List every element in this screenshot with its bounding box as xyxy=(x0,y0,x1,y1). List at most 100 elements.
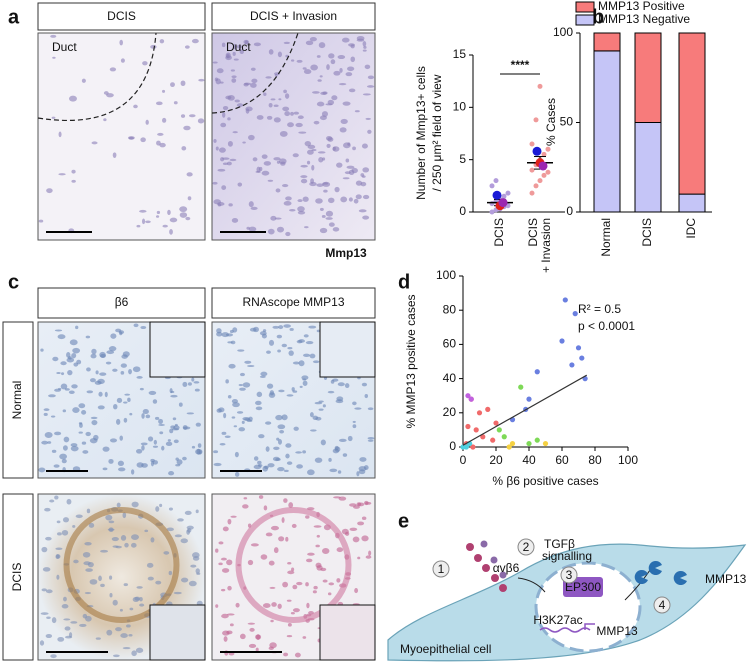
nucleus xyxy=(250,206,258,211)
nucleus xyxy=(68,632,73,638)
nucleus xyxy=(86,367,91,372)
nucleus xyxy=(141,218,146,225)
nucleus xyxy=(321,547,330,554)
nucleus xyxy=(174,534,182,538)
nucleus xyxy=(225,379,229,384)
x-tick-label: 40 xyxy=(522,453,536,467)
nucleus xyxy=(244,360,252,364)
nucleus xyxy=(367,75,375,80)
nucleus xyxy=(142,61,148,66)
nucleus xyxy=(221,431,227,435)
nucleus xyxy=(69,95,77,102)
nucleus xyxy=(282,184,289,188)
nucleus xyxy=(193,381,200,384)
nucleus xyxy=(131,534,139,540)
nucleus xyxy=(122,647,131,650)
nucleus xyxy=(272,325,280,329)
nucleus xyxy=(64,388,70,391)
nucleus xyxy=(337,382,345,387)
nucleus xyxy=(225,52,231,59)
data-point xyxy=(470,444,476,450)
nucleus xyxy=(216,408,222,413)
nucleus xyxy=(273,117,281,123)
panel-label: d xyxy=(398,271,410,293)
nucleus xyxy=(331,95,338,101)
stain-label: Mmp13 xyxy=(325,246,367,260)
nucleus xyxy=(353,505,360,509)
nucleus xyxy=(318,42,326,49)
nucleus xyxy=(62,409,67,413)
nucleus xyxy=(362,194,370,200)
nucleus xyxy=(246,419,253,423)
nucleus xyxy=(112,599,118,606)
nucleus xyxy=(318,408,324,411)
nucleus xyxy=(292,608,300,613)
nucleus xyxy=(304,140,312,147)
nucleus xyxy=(342,101,351,106)
nucleus xyxy=(277,424,286,430)
nucleus xyxy=(133,104,138,109)
nucleus xyxy=(270,525,279,531)
data-point xyxy=(575,345,582,351)
nucleus xyxy=(45,589,53,594)
nucleus xyxy=(170,425,176,429)
nucleus xyxy=(364,501,372,505)
nucleus xyxy=(232,402,240,408)
nucleus xyxy=(367,439,374,442)
data-point xyxy=(537,83,543,89)
nucleus xyxy=(112,152,117,159)
nucleus xyxy=(363,465,369,471)
nucleus xyxy=(263,92,267,97)
nucleus xyxy=(141,413,145,419)
nucleus xyxy=(232,327,238,333)
nucleus xyxy=(73,362,79,367)
nucleus xyxy=(313,120,320,125)
nucleus xyxy=(315,544,320,548)
nucleus xyxy=(170,394,178,398)
nucleus xyxy=(281,343,288,348)
nucleus xyxy=(109,67,117,72)
nucleus xyxy=(319,207,324,211)
nucleus xyxy=(239,633,246,640)
nucleus xyxy=(281,414,288,421)
nucleus xyxy=(167,209,171,216)
data-point xyxy=(541,151,547,157)
nucleus xyxy=(358,469,366,475)
nucleus xyxy=(90,416,98,420)
dna xyxy=(539,627,591,633)
nucleus xyxy=(290,59,295,62)
nucleus xyxy=(349,527,358,531)
nucleus xyxy=(357,556,361,560)
nucleus xyxy=(286,394,294,397)
nucleus xyxy=(136,376,143,379)
nucleus xyxy=(128,633,133,637)
nucleus xyxy=(307,149,314,155)
nucleus xyxy=(340,118,348,124)
replicate-mean xyxy=(532,146,542,156)
nucleus xyxy=(191,38,199,44)
nucleus xyxy=(173,591,182,595)
nucleus xyxy=(325,210,334,217)
y-axis-label: % MMP13 positive cases xyxy=(404,294,418,428)
nucleus xyxy=(221,185,227,190)
nucleus xyxy=(198,450,202,455)
data-point xyxy=(534,437,540,443)
data-point xyxy=(545,169,551,175)
nucleus xyxy=(162,117,167,123)
nucleus xyxy=(322,182,329,185)
nucleus xyxy=(287,561,292,565)
data-point xyxy=(465,423,471,430)
nucleus xyxy=(345,72,353,77)
nucleus xyxy=(302,378,307,381)
nucleus xyxy=(341,528,349,535)
nucleus xyxy=(82,551,91,558)
data-point xyxy=(468,396,474,402)
nucleus xyxy=(219,442,226,446)
nucleus xyxy=(104,391,108,398)
nucleus xyxy=(68,390,75,395)
data-point xyxy=(529,167,535,173)
nucleus xyxy=(128,136,135,140)
nucleus xyxy=(283,469,289,473)
mmp13-protein xyxy=(673,570,687,585)
nucleus xyxy=(215,604,219,608)
